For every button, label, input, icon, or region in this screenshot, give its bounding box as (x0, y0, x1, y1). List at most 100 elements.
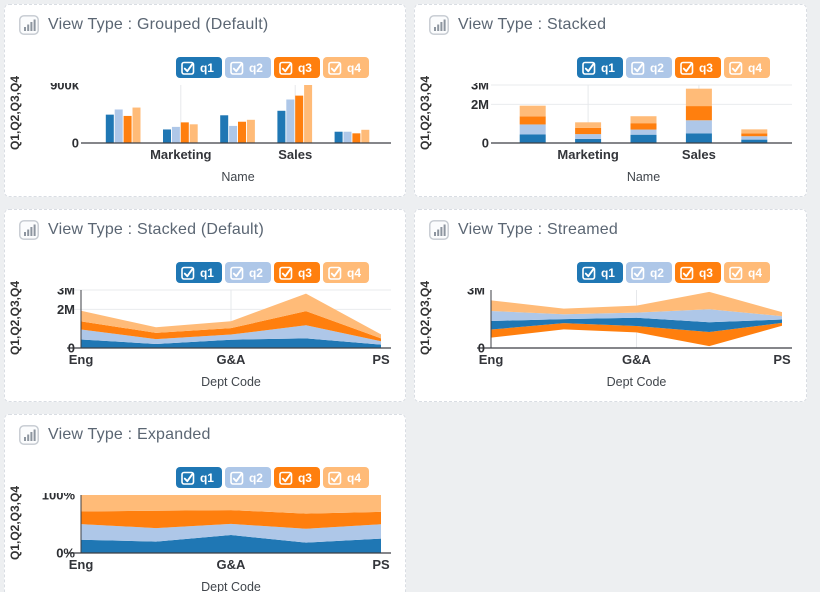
legend-toggle-q4[interactable]: q4 (723, 262, 770, 283)
bar-chart-icon (19, 15, 39, 35)
panel-title: View Type : Stacked (458, 16, 607, 33)
legend-label: q3 (297, 470, 312, 485)
chart-card-streamed: View Type : Streamed q1 q2 q3 q4 Q1,Q2,Q3,Q… (414, 209, 807, 402)
checkbox-checked-icon (328, 471, 342, 485)
svg-text:0: 0 (482, 136, 489, 151)
legend-label: q4 (747, 60, 762, 75)
svg-text:0: 0 (68, 341, 75, 356)
legend-label: q1 (600, 265, 615, 280)
legend-label: q4 (346, 470, 361, 485)
legend-toggle-q1[interactable]: q1 (576, 57, 623, 78)
panel-title: View Type : Stacked (Default) (48, 221, 264, 238)
checkbox-checked-icon (279, 266, 293, 280)
bar-chart-icon (429, 220, 449, 240)
svg-text:0: 0 (72, 136, 79, 151)
legend-toggle-q1[interactable]: q1 (175, 262, 222, 283)
svg-text:0: 0 (478, 341, 485, 356)
checkbox-checked-icon (181, 61, 195, 75)
legend-toggle-q3[interactable]: q3 (273, 57, 320, 78)
svg-text:2M: 2M (57, 302, 75, 317)
checkbox-checked-icon (181, 471, 195, 485)
legend-label: q4 (747, 265, 762, 280)
legend-label: q2 (248, 60, 263, 75)
legend-toggle-q2[interactable]: q2 (224, 57, 271, 78)
svg-text:900k: 900k (50, 83, 80, 93)
svg-text:Eng: Eng (479, 352, 504, 367)
svg-text:3M: 3M (467, 288, 485, 298)
svg-text:G&A: G&A (217, 352, 247, 367)
legend-label: q2 (649, 265, 664, 280)
panel-title: View Type : Expanded (48, 426, 211, 443)
chart-plot[interactable]: 3M 0 Eng G&A PS Dept Code (415, 288, 806, 401)
legend-toggle-q1[interactable]: q1 (175, 467, 222, 488)
card-header: View Type : Grouped (Default) (19, 15, 268, 35)
svg-text:Dept Code: Dept Code (607, 375, 667, 389)
svg-text:Marketing: Marketing (557, 147, 618, 162)
checkbox-checked-icon (279, 61, 293, 75)
chart-plot[interactable]: 100% 0% Eng G&A PS Dept Code (5, 493, 405, 592)
legend-label: q3 (297, 60, 312, 75)
chart-plot[interactable]: 900k 0 Marketing Sales Name (5, 83, 405, 196)
legend-toggle-q3[interactable]: q3 (674, 57, 721, 78)
checkbox-checked-icon (582, 61, 596, 75)
svg-text:PS: PS (372, 352, 390, 367)
svg-text:PS: PS (372, 557, 390, 572)
bar-chart-icon (19, 425, 39, 445)
legend-toggle-q1[interactable]: q1 (175, 57, 222, 78)
svg-text:Name: Name (221, 170, 254, 184)
legend-label: q2 (248, 470, 263, 485)
legend-label: q2 (649, 60, 664, 75)
checkbox-checked-icon (680, 61, 694, 75)
legend-toggle-q2[interactable]: q2 (224, 262, 271, 283)
legend-toggle-q1[interactable]: q1 (576, 262, 623, 283)
card-header: View Type : Stacked (Default) (19, 220, 264, 240)
svg-text:Sales: Sales (682, 147, 716, 162)
svg-text:Dept Code: Dept Code (201, 580, 261, 592)
legend-label: q3 (698, 265, 713, 280)
chart-card-stacked-bar: View Type : Stacked q1 q2 q3 q4 Q1,Q2,Q3,Q4… (414, 4, 807, 197)
legend-label: q1 (600, 60, 615, 75)
checkbox-checked-icon (230, 471, 244, 485)
checkbox-checked-icon (279, 471, 293, 485)
legend: q1 q2 q3 q4 (576, 57, 770, 78)
legend: q1 q2 q3 q4 (175, 57, 369, 78)
checkbox-checked-icon (729, 266, 743, 280)
legend-label: q1 (199, 470, 214, 485)
legend-toggle-q2[interactable]: q2 (625, 57, 672, 78)
legend-toggle-q3[interactable]: q3 (273, 467, 320, 488)
svg-text:G&A: G&A (217, 557, 247, 572)
panel-title: View Type : Grouped (Default) (48, 16, 269, 33)
legend-toggle-q4[interactable]: q4 (322, 57, 369, 78)
checkbox-checked-icon (230, 61, 244, 75)
svg-text:Sales: Sales (278, 147, 312, 162)
svg-text:PS: PS (773, 352, 791, 367)
legend-toggle-q2[interactable]: q2 (224, 467, 271, 488)
legend: q1 q2 q3 q4 (175, 467, 369, 488)
chart-card-grouped: View Type : Grouped (Default) q1 q2 q3 q4 Q… (4, 4, 406, 197)
legend-toggle-q4[interactable]: q4 (322, 467, 369, 488)
card-header: View Type : Stacked (429, 15, 606, 35)
legend-label: q2 (248, 265, 263, 280)
svg-text:3M: 3M (471, 83, 489, 93)
chart-card-stacked-area: View Type : Stacked (Default) q1 q2 q3 q4 Q… (4, 209, 406, 402)
legend-toggle-q3[interactable]: q3 (674, 262, 721, 283)
checkbox-checked-icon (328, 61, 342, 75)
checkbox-checked-icon (631, 61, 645, 75)
checkbox-checked-icon (582, 266, 596, 280)
legend-toggle-q3[interactable]: q3 (273, 262, 320, 283)
legend-toggle-q4[interactable]: q4 (322, 262, 369, 283)
legend-toggle-q4[interactable]: q4 (723, 57, 770, 78)
svg-text:100%: 100% (42, 493, 76, 503)
bar-chart-icon (429, 15, 449, 35)
chart-plot[interactable]: 3M 2M 0 Marketing Sales Name (415, 83, 806, 196)
legend-label: q1 (199, 60, 214, 75)
svg-text:Marketing: Marketing (150, 147, 211, 162)
chart-plot[interactable]: 3M 2M 0 Eng G&A PS Dept Code (5, 288, 405, 401)
legend: q1 q2 q3 q4 (576, 262, 770, 283)
legend-toggle-q2[interactable]: q2 (625, 262, 672, 283)
chart-card-expanded: View Type : Expanded q1 q2 q3 q4 Q1,Q2,Q3,Q… (4, 414, 406, 592)
svg-text:Name: Name (627, 170, 660, 184)
card-header: View Type : Expanded (19, 425, 211, 445)
svg-text:2M: 2M (471, 97, 489, 112)
